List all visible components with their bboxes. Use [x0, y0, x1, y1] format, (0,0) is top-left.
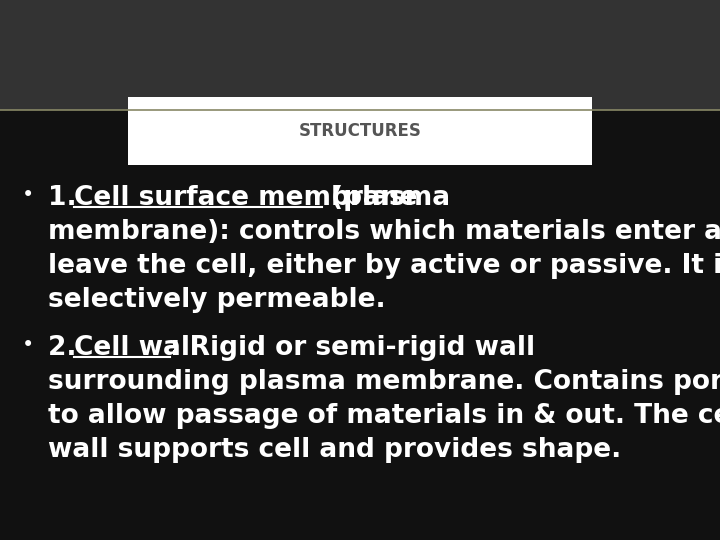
FancyBboxPatch shape	[0, 0, 720, 110]
Text: selectively permeable.: selectively permeable.	[48, 287, 386, 313]
Text: STRUCTURES: STRUCTURES	[299, 122, 421, 140]
Text: 1.: 1.	[48, 185, 86, 211]
Text: membrane): controls which materials enter and: membrane): controls which materials ente…	[48, 219, 720, 245]
FancyBboxPatch shape	[128, 97, 592, 165]
Text: •: •	[22, 185, 35, 205]
Text: : Rigid or semi-rigid wall: : Rigid or semi-rigid wall	[170, 335, 535, 361]
Text: to allow passage of materials in & out. The cell: to allow passage of materials in & out. …	[48, 403, 720, 429]
Text: surrounding plasma membrane. Contains pores: surrounding plasma membrane. Contains po…	[48, 369, 720, 395]
Text: •: •	[22, 335, 35, 355]
Text: 2.: 2.	[48, 335, 86, 361]
Text: wall supports cell and provides shape.: wall supports cell and provides shape.	[48, 437, 621, 463]
Text: leave the cell, either by active or passive. It is: leave the cell, either by active or pass…	[48, 253, 720, 279]
Text: Cell wall: Cell wall	[74, 335, 199, 361]
Text: Cell surface membrane: Cell surface membrane	[74, 185, 418, 211]
Text: (plasma: (plasma	[322, 185, 450, 211]
